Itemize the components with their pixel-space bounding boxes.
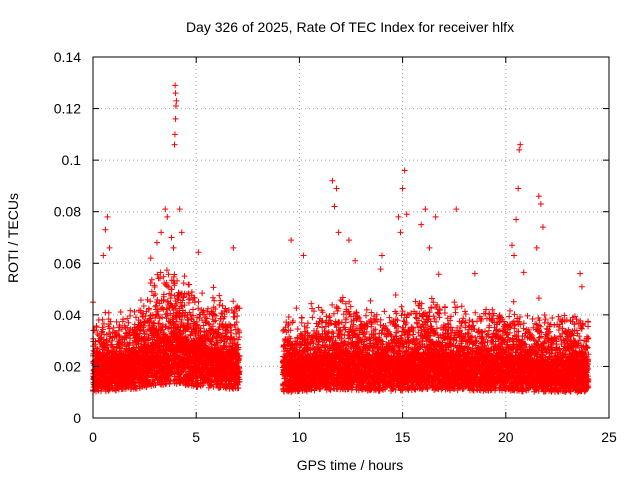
data-point <box>113 318 120 325</box>
data-point <box>95 387 102 394</box>
data-point <box>199 290 206 297</box>
data-point <box>304 320 311 327</box>
data-point <box>127 307 134 314</box>
data-point <box>140 303 147 310</box>
data-point <box>147 298 154 305</box>
data-point <box>217 297 224 304</box>
data-point <box>315 304 322 311</box>
data-point <box>148 276 155 283</box>
data-point <box>209 294 216 301</box>
data-point <box>93 323 100 330</box>
data-point <box>190 306 197 313</box>
data-point <box>105 387 112 394</box>
data-point <box>127 312 134 319</box>
data-point <box>104 339 111 346</box>
data-point <box>181 273 188 280</box>
data-point <box>322 323 329 330</box>
data-point <box>280 327 287 334</box>
data-point <box>105 309 112 316</box>
data-point <box>234 336 241 343</box>
data-point <box>294 326 301 333</box>
data-point <box>195 249 202 256</box>
data-point <box>298 314 305 321</box>
data-point <box>131 308 138 315</box>
data-point <box>99 326 106 333</box>
data-point <box>156 275 163 282</box>
data-point <box>106 330 113 337</box>
data-point <box>144 296 151 303</box>
data-point <box>117 309 124 316</box>
data-point <box>99 316 106 323</box>
data-point <box>334 308 341 315</box>
data-point <box>216 292 223 299</box>
data-point <box>329 329 336 336</box>
data-point <box>180 280 187 287</box>
data-point <box>104 343 111 350</box>
data-point <box>216 301 223 308</box>
data-point <box>326 314 333 321</box>
chart-title: Day 326 of 2025, Rate Of TEC Index for r… <box>186 19 514 35</box>
data-point <box>335 305 342 312</box>
data-point <box>186 281 193 288</box>
data-point <box>230 298 237 305</box>
data-point <box>195 298 202 305</box>
data-point <box>357 318 364 325</box>
data-point <box>308 300 315 307</box>
data-point <box>106 325 113 332</box>
data-point <box>211 297 218 304</box>
data-point <box>210 284 217 291</box>
data-point <box>285 314 292 321</box>
data-point <box>137 297 144 304</box>
data-point <box>107 318 114 325</box>
data-point <box>100 320 107 327</box>
data-point <box>309 314 316 321</box>
data-point <box>293 305 300 312</box>
data-point <box>124 315 131 322</box>
data-point <box>290 317 297 324</box>
data-points <box>90 82 592 396</box>
data-point <box>97 335 104 342</box>
data-point <box>125 319 132 326</box>
